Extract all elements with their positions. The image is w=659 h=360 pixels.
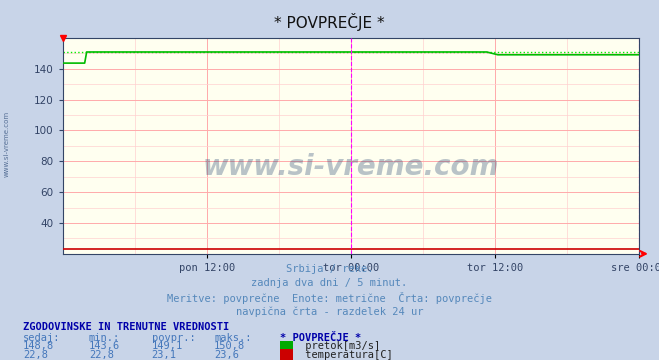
Text: Meritve: povprečne  Enote: metrične  Črta: povprečje: Meritve: povprečne Enote: metrične Črta:… bbox=[167, 292, 492, 304]
Text: povpr.:: povpr.: bbox=[152, 333, 195, 343]
Text: navpična črta - razdelek 24 ur: navpična črta - razdelek 24 ur bbox=[236, 307, 423, 317]
Text: Srbija / reke.: Srbija / reke. bbox=[286, 264, 373, 274]
Text: 143,6: 143,6 bbox=[89, 341, 120, 351]
Text: 150,8: 150,8 bbox=[214, 341, 245, 351]
Text: * POVPREČJE *: * POVPREČJE * bbox=[274, 13, 385, 31]
Text: www.si-vreme.com: www.si-vreme.com bbox=[3, 111, 10, 177]
Text: 23,1: 23,1 bbox=[152, 350, 177, 360]
Text: * POVPREČJE *: * POVPREČJE * bbox=[280, 333, 361, 343]
Text: sedaj:: sedaj: bbox=[23, 333, 61, 343]
Text: maks.:: maks.: bbox=[214, 333, 252, 343]
Text: zadnja dva dni / 5 minut.: zadnja dva dni / 5 minut. bbox=[251, 278, 408, 288]
Text: 22,8: 22,8 bbox=[89, 350, 114, 360]
Text: www.si-vreme.com: www.si-vreme.com bbox=[203, 153, 499, 181]
Text: ZGODOVINSKE IN TRENUTNE VREDNOSTI: ZGODOVINSKE IN TRENUTNE VREDNOSTI bbox=[23, 322, 229, 332]
Text: min.:: min.: bbox=[89, 333, 120, 343]
Text: 148,8: 148,8 bbox=[23, 341, 54, 351]
Text: 149,1: 149,1 bbox=[152, 341, 183, 351]
Text: pretok[m3/s]: pretok[m3/s] bbox=[299, 341, 380, 351]
Text: 23,6: 23,6 bbox=[214, 350, 239, 360]
Text: temperatura[C]: temperatura[C] bbox=[299, 350, 392, 360]
Text: 22,8: 22,8 bbox=[23, 350, 48, 360]
